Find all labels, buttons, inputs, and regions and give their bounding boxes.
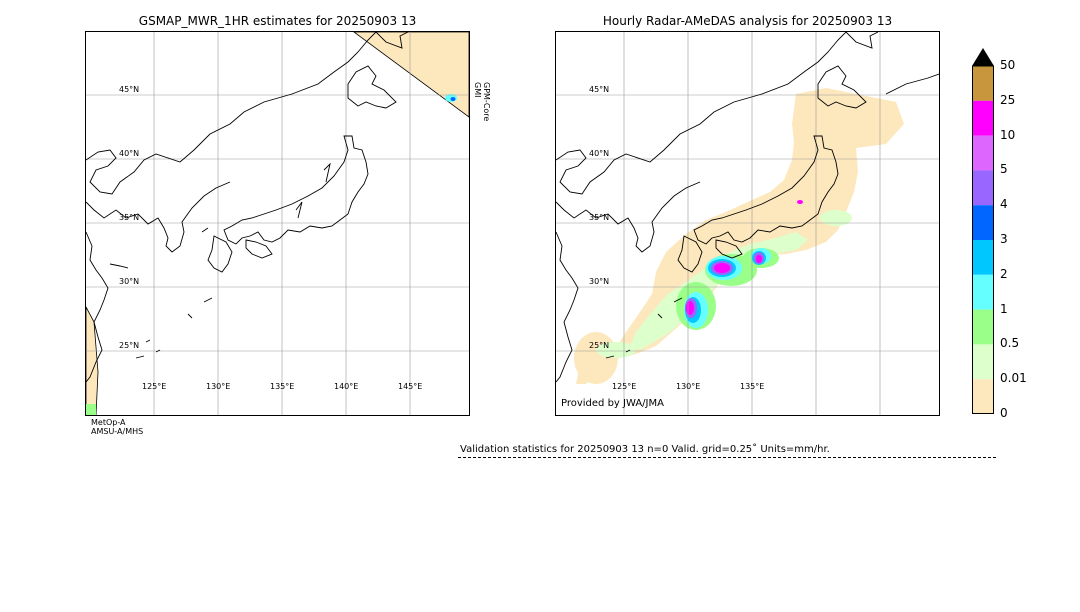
right-map-title: Hourly Radar-AMeDAS analysis for 2025090… <box>602 14 893 28</box>
colorbar-tick-label: 0.5 <box>1000 336 1020 351</box>
colorbar-tick-label: 5 <box>1000 162 1008 177</box>
colorbar-tick-label: 25 <box>1000 92 1016 107</box>
colorbar-segment <box>972 274 994 310</box>
right-lon-label: 125°E <box>612 382 637 391</box>
colorbar-segment <box>972 240 994 275</box>
left-lat-label: 45°N <box>119 85 140 94</box>
colorbar-segment <box>972 379 994 414</box>
validation-divider <box>458 457 996 458</box>
right-lat-label: 40°N <box>589 149 610 158</box>
left-lon-label: 140°E <box>334 382 359 391</box>
colorbar-tick-label: 2 <box>1000 266 1008 281</box>
colorbar-tick-label: 10 <box>1000 127 1016 142</box>
colorbar-scale <box>972 48 994 414</box>
right-lat-label: 30°N <box>589 277 610 286</box>
satellite-label-right: GPM-Core GMI <box>473 82 491 122</box>
colorbar-segment <box>972 205 994 240</box>
right-lon-label: 135°E <box>740 382 765 391</box>
colorbar-segment <box>972 309 994 345</box>
left-lon-label: 130°E <box>206 382 231 391</box>
left-map[interactable] <box>85 31 470 416</box>
left-lat-label: 30°N <box>119 277 140 286</box>
right-lat-label: 35°N <box>589 213 610 222</box>
left-lat-label: 40°N <box>119 149 140 158</box>
colorbar-segment <box>972 100 994 136</box>
left-lat-label: 35°N <box>119 213 140 222</box>
colorbar-tick-label: 1 <box>1000 301 1008 316</box>
coastline <box>556 32 939 383</box>
colorbar-tick-label: 0.01 <box>1000 371 1027 386</box>
coastline <box>86 32 409 383</box>
data-provider-credit: Provided by JWA/JMA <box>561 398 664 409</box>
colorbar-tick-label: 3 <box>1000 232 1008 246</box>
right-map[interactable] <box>555 31 940 416</box>
left-lat-label: 25°N <box>119 341 140 350</box>
validation-statistics: Validation statistics for 20250903 13 n=… <box>460 444 830 455</box>
colorbar <box>972 48 994 414</box>
right-lat-label: 25°N <box>589 341 610 350</box>
right-map-canvas <box>556 32 939 415</box>
left-map-canvas <box>86 32 469 415</box>
left-lon-label: 145°E <box>398 382 423 391</box>
colorbar-segment <box>972 66 994 101</box>
graticule <box>86 32 469 415</box>
swath-gmi <box>353 32 469 118</box>
left-lon-label: 125°E <box>142 382 167 391</box>
colorbar-segment <box>972 135 994 171</box>
colorbar-tick-label: 50 <box>1000 58 1016 72</box>
left-lon-label: 135°E <box>270 382 295 391</box>
radar-coverage <box>574 88 904 384</box>
colorbar-segment <box>972 170 994 206</box>
satellite-label-bottom: MetOp-A AMSU-A/MHS <box>91 418 144 436</box>
colorbar-segment <box>972 344 994 380</box>
swath-amsu <box>86 306 99 415</box>
left-map-title: GSMAP_MWR_1HR estimates for 20250903 13 <box>138 14 417 28</box>
colorbar-extend-arrow <box>972 48 994 66</box>
rain-light <box>596 210 852 358</box>
right-lat-label: 45°N <box>589 85 610 94</box>
colorbar-tick-label: 4 <box>1000 197 1008 212</box>
right-lon-label: 130°E <box>676 382 701 391</box>
colorbar-tick-label: 0 <box>1000 406 1008 420</box>
